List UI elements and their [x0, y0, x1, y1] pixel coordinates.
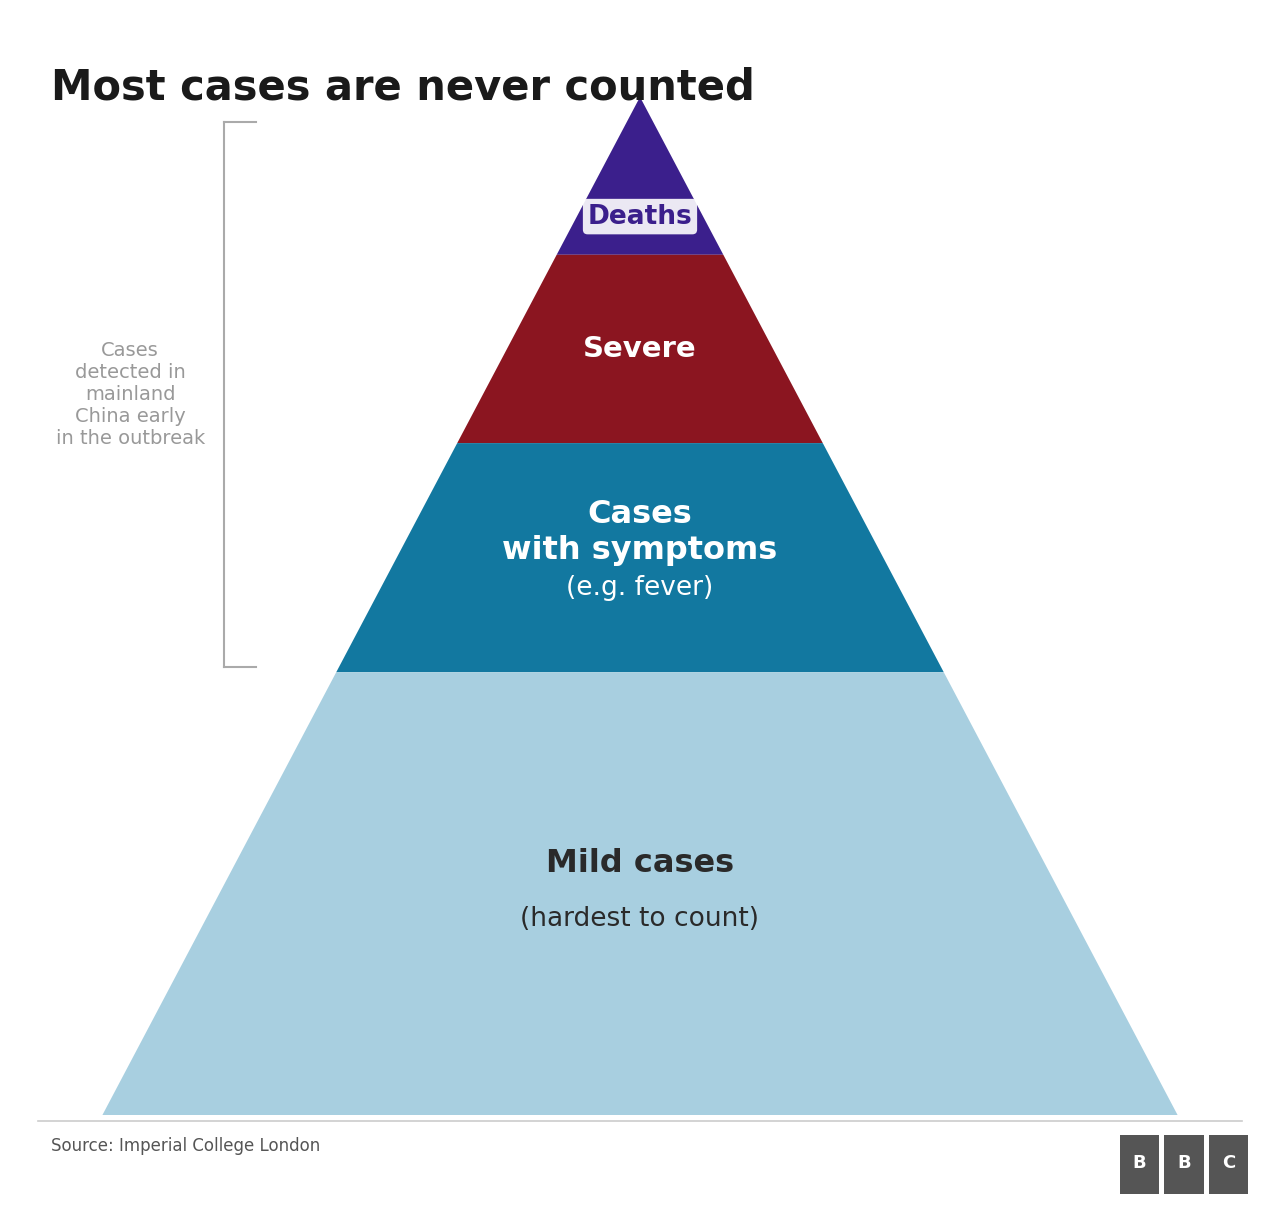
Text: B: B — [1133, 1154, 1147, 1172]
Text: C: C — [1221, 1154, 1235, 1172]
Polygon shape — [102, 673, 1178, 1115]
Polygon shape — [337, 444, 943, 673]
Text: Deaths: Deaths — [588, 204, 692, 229]
Polygon shape — [457, 255, 823, 444]
Text: (hardest to count): (hardest to count) — [521, 907, 759, 932]
FancyBboxPatch shape — [1120, 1136, 1160, 1194]
FancyBboxPatch shape — [1165, 1136, 1203, 1194]
Text: Most cases are never counted: Most cases are never counted — [51, 67, 755, 109]
Text: Cases
detected in
mainland
China early
in the outbreak: Cases detected in mainland China early i… — [55, 342, 205, 448]
Text: Source: Imperial College London: Source: Imperial College London — [51, 1137, 320, 1155]
Polygon shape — [557, 97, 723, 255]
FancyBboxPatch shape — [1208, 1136, 1248, 1194]
Text: Cases
with symptoms: Cases with symptoms — [502, 499, 778, 566]
Text: Mild cases: Mild cases — [547, 847, 733, 879]
Text: Severe: Severe — [584, 335, 696, 362]
Text: (e.g. fever): (e.g. fever) — [566, 576, 714, 601]
Text: B: B — [1178, 1154, 1190, 1172]
